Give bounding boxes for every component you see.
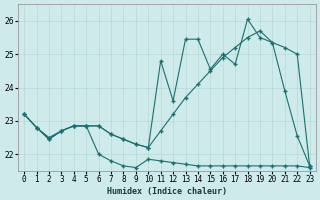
X-axis label: Humidex (Indice chaleur): Humidex (Indice chaleur): [107, 187, 227, 196]
